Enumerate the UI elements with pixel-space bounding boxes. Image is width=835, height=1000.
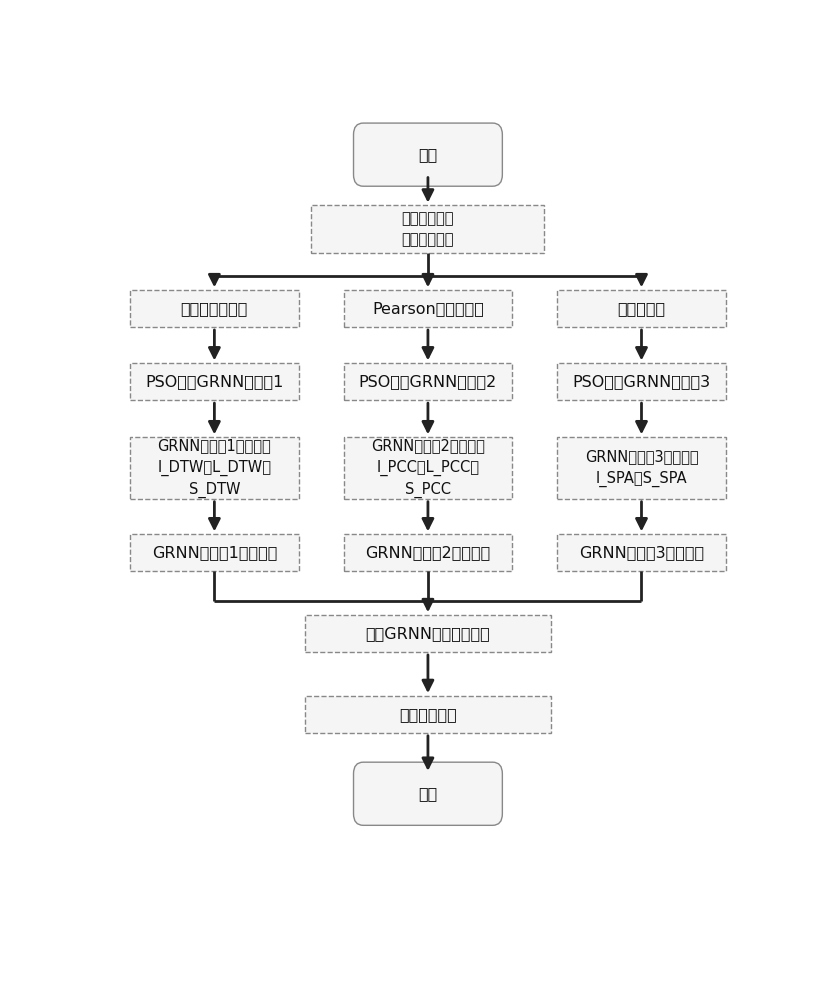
Text: 结束: 结束 <box>418 786 438 801</box>
Text: GRNN子模型3填充结果: GRNN子模型3填充结果 <box>579 545 704 560</box>
FancyBboxPatch shape <box>344 437 512 499</box>
Text: PSO优化GRNN子模型1: PSO优化GRNN子模型1 <box>145 374 284 389</box>
Text: 采用GRNN进行组合填充: 采用GRNN进行组合填充 <box>366 626 490 641</box>
Text: Pearson相关系数法: Pearson相关系数法 <box>372 301 483 316</box>
Text: GRNN子模型3最优参数
I_SPA、S_SPA: GRNN子模型3最优参数 I_SPA、S_SPA <box>584 449 698 487</box>
FancyBboxPatch shape <box>353 762 503 825</box>
FancyBboxPatch shape <box>558 534 726 571</box>
Text: 动态时间规整法: 动态时间规整法 <box>180 301 248 316</box>
FancyBboxPatch shape <box>344 363 512 400</box>
FancyBboxPatch shape <box>558 363 726 400</box>
FancyBboxPatch shape <box>558 290 726 327</box>
Text: GRNN子模型2填充结果: GRNN子模型2填充结果 <box>366 545 491 560</box>
FancyBboxPatch shape <box>353 123 503 186</box>
Text: PSO优化GRNN子模型2: PSO优化GRNN子模型2 <box>359 374 497 389</box>
Text: GRNN子模型1最优参数
I_DTW、L_DTW、
S_DTW: GRNN子模型1最优参数 I_DTW、L_DTW、 S_DTW <box>157 438 271 498</box>
FancyBboxPatch shape <box>344 534 512 571</box>
Text: PSO优化GRNN子模型3: PSO优化GRNN子模型3 <box>573 374 711 389</box>
FancyBboxPatch shape <box>130 437 299 499</box>
FancyBboxPatch shape <box>130 290 299 327</box>
FancyBboxPatch shape <box>305 615 551 652</box>
Text: 填充结果输出: 填充结果输出 <box>399 707 457 722</box>
FancyBboxPatch shape <box>311 205 544 253</box>
FancyBboxPatch shape <box>130 363 299 400</box>
FancyBboxPatch shape <box>130 534 299 571</box>
FancyBboxPatch shape <box>558 437 726 499</box>
Text: GRNN子模型2最优参数
I_PCC、L_PCC、
S_PCC: GRNN子模型2最优参数 I_PCC、L_PCC、 S_PCC <box>371 438 485 498</box>
Text: 空间近邻法: 空间近邻法 <box>617 301 665 316</box>
Text: GRNN子模型1填充结果: GRNN子模型1填充结果 <box>152 545 277 560</box>
FancyBboxPatch shape <box>305 696 551 733</box>
Text: 缺损测量风速
原始数据输入: 缺损测量风速 原始数据输入 <box>402 211 454 247</box>
FancyBboxPatch shape <box>344 290 512 327</box>
Text: 开始: 开始 <box>418 147 438 162</box>
